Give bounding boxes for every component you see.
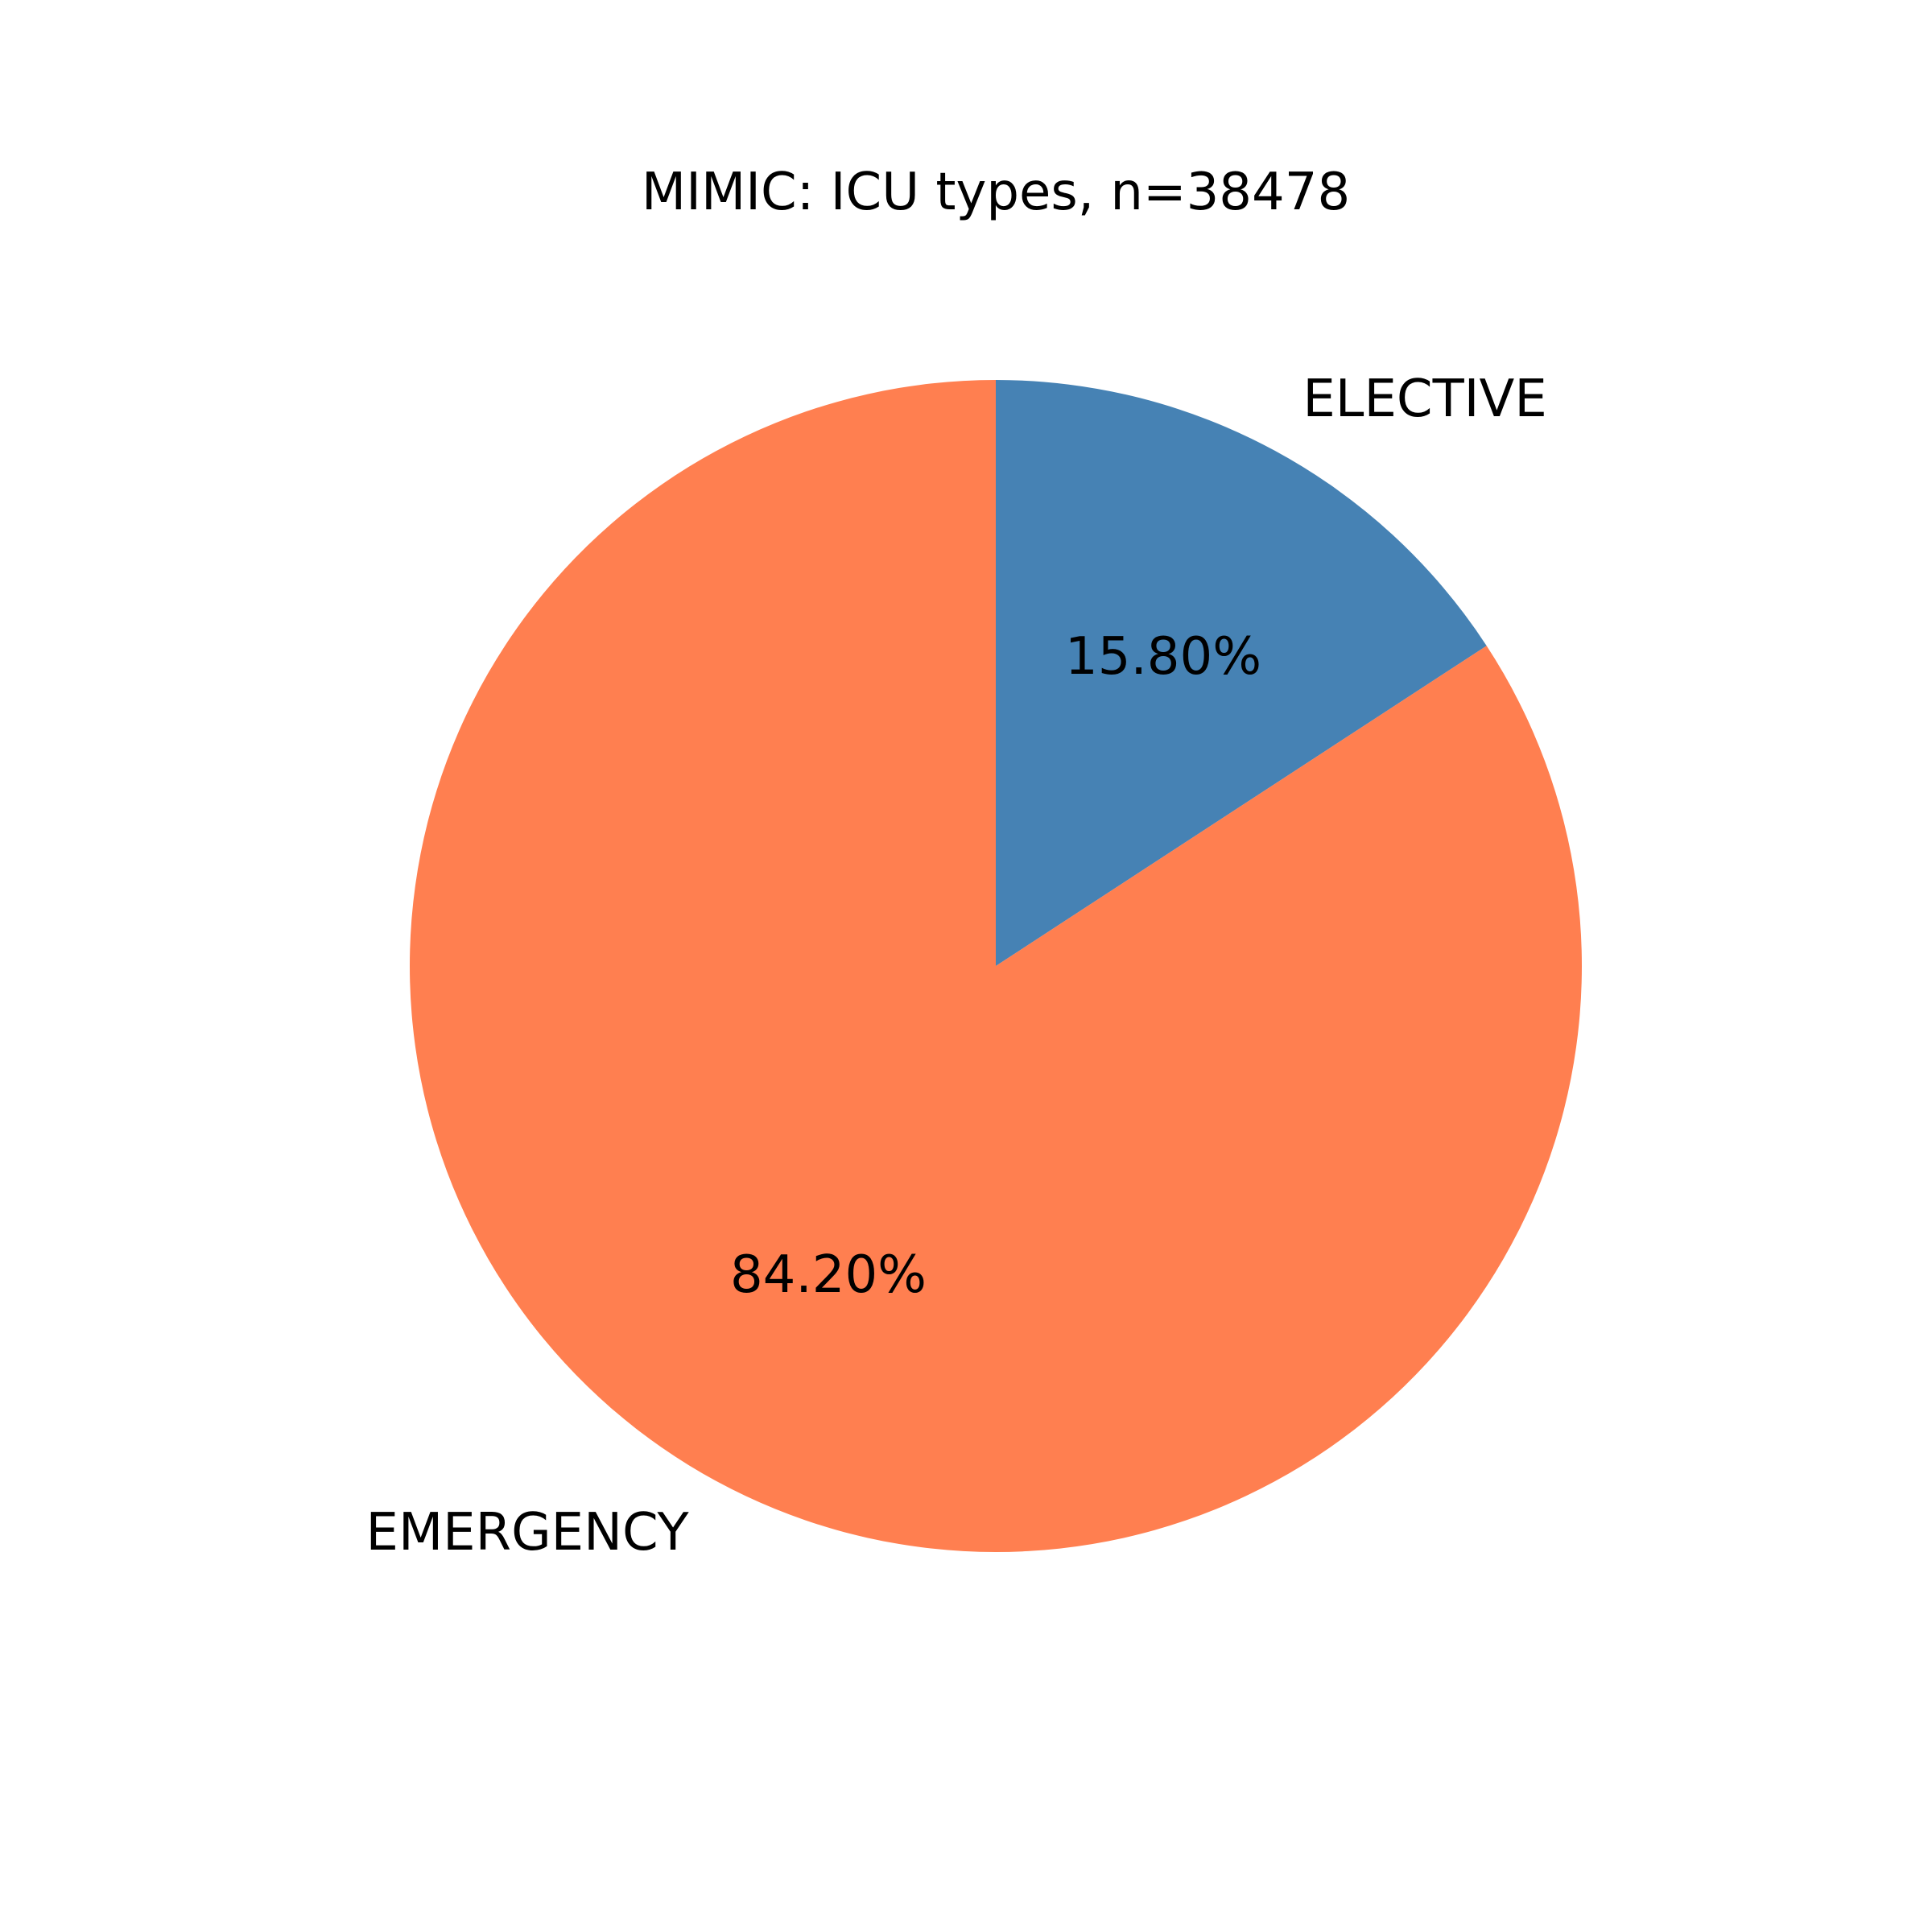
slice-label-elective: ELECTIVE [1302,369,1546,429]
pct-label-elective: 15.80% [1065,627,1261,687]
chart-title: MIMIC: ICU types, n=38478 [642,163,1350,222]
slice-label-emergency: EMERGENCY [366,1503,690,1563]
pie-slice-elective [996,380,1487,966]
pie-labels: 15.80% ELECTIVE 84.20% EMERGENCY [366,369,1547,1563]
pie-slices [410,380,1583,1553]
pie-slice-emergency [410,380,1583,1553]
pct-label-emergency: 84.20% [730,1245,927,1305]
